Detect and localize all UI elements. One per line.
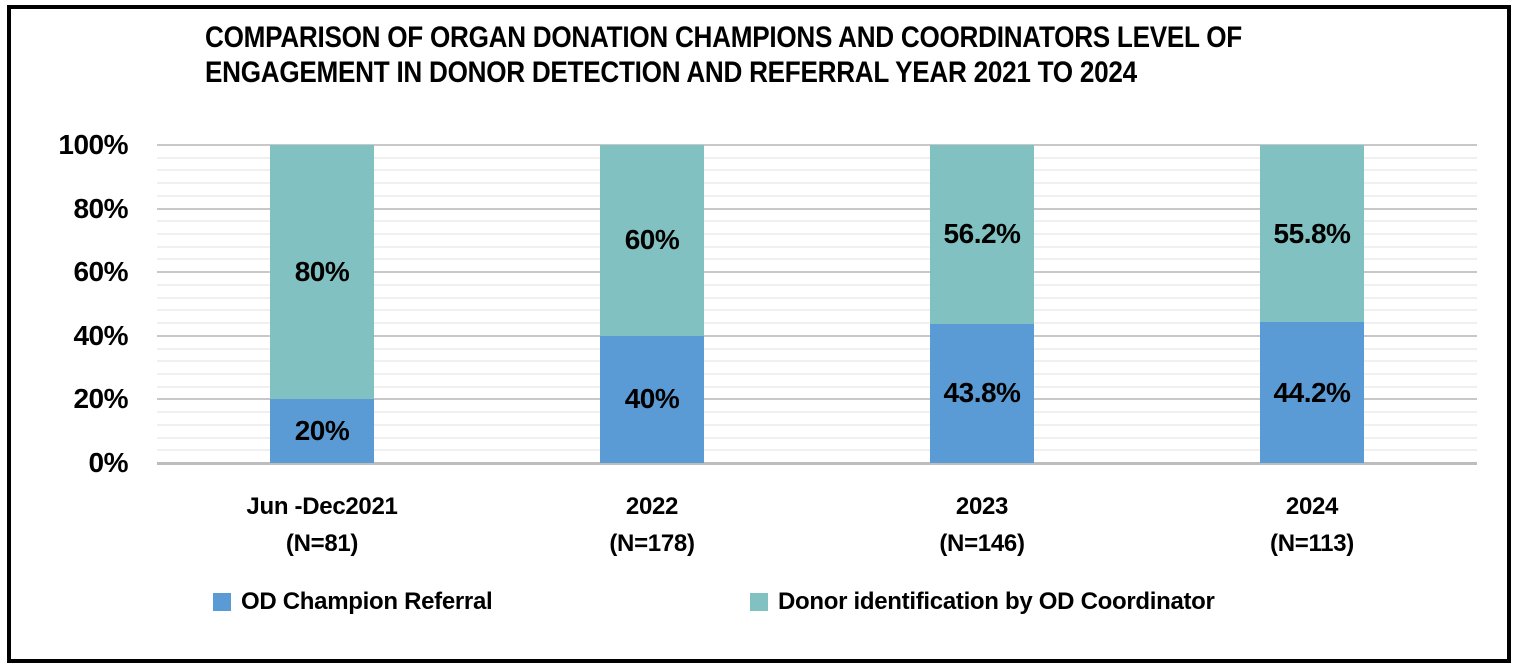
- y-axis-tick-label: 60%: [73, 256, 128, 288]
- bar-segment-donor-identification-by-od-coordinator: 80%: [270, 145, 374, 400]
- x-axis-label-n: (N=113): [1270, 530, 1354, 557]
- gridline-minor: [157, 360, 1477, 363]
- gridline-minor: [157, 372, 1477, 375]
- x-axis-label-year: Jun -Dec2021: [246, 493, 398, 520]
- x-axis-category-label: 2024 (N=113): [1147, 488, 1477, 562]
- bar-segment-od-champion-referral: 20%: [270, 399, 374, 463]
- bar-value-label: 60%: [624, 224, 680, 256]
- legend-label: OD Champion Referral: [241, 588, 493, 615]
- plot-area: 20% 80% 40% 60% 43.8% 56.2% 44.2% 55.8%: [157, 144, 1477, 465]
- gridline-minor: [157, 258, 1477, 261]
- bar-value-label: 55.8%: [1273, 217, 1351, 249]
- x-axis: Jun -Dec2021 (N=81) 2022 (N=178) 2023 (N=146)…: [157, 488, 1477, 568]
- gridline-minor: [157, 220, 1477, 223]
- y-axis-tick-label: 80%: [73, 192, 128, 224]
- gridline-major: [157, 398, 1477, 401]
- gridline-minor: [157, 245, 1477, 248]
- gridline-minor: [157, 156, 1477, 159]
- x-axis-label-n: (N=81): [285, 530, 359, 557]
- bar-segment-od-champion-referral: 44.2%: [1260, 322, 1364, 463]
- chart-title-line-2: ENGAGEMENT IN DONOR DETECTION AND REFERR…: [205, 56, 1137, 89]
- gridline-major: [157, 207, 1477, 210]
- bar-value-label: 56.2%: [943, 218, 1021, 250]
- bar-segment-od-champion-referral: 40%: [600, 335, 704, 463]
- bar-value-label: 44.2%: [1273, 376, 1351, 408]
- bar-value-label: 43.8%: [943, 377, 1021, 409]
- x-axis-label-n: (N=146): [939, 530, 1025, 557]
- chart-title: COMPARISON OF ORGAN DONATION CHAMPIONS A…: [205, 20, 1242, 90]
- gridline-minor: [157, 347, 1477, 350]
- x-axis-category-label: Jun -Dec2021 (N=81): [157, 488, 487, 562]
- gridline-minor: [157, 182, 1477, 185]
- legend-swatch-icon: [750, 593, 768, 611]
- gridline-major: [157, 334, 1477, 337]
- y-axis-tick-label: 20%: [73, 383, 128, 415]
- gridline-axis: [157, 462, 1477, 465]
- bar-value-label: 40%: [624, 383, 680, 415]
- bar-value-label: 80%: [294, 256, 350, 288]
- gridline-minor: [157, 385, 1477, 388]
- gridline-minor: [157, 411, 1477, 414]
- legend-label: Donor identification by OD Coordinator: [778, 588, 1215, 615]
- gridline-minor: [157, 169, 1477, 172]
- y-axis-tick-label: 100%: [58, 129, 128, 160]
- x-axis-label-n: (N=178): [609, 530, 695, 557]
- chart-title-line-1: COMPARISON OF ORGAN DONATION CHAMPIONS A…: [205, 21, 1242, 54]
- gridline-minor: [157, 283, 1477, 286]
- y-axis-tick-label: 0%: [88, 447, 129, 478]
- x-axis-label-year: 2022: [625, 493, 679, 520]
- gridline-minor: [157, 423, 1477, 426]
- gridline-minor: [157, 296, 1477, 299]
- legend-swatch-icon: [213, 593, 231, 611]
- bar-segment-od-champion-referral: 43.8%: [930, 323, 1034, 463]
- bar-segment-donor-identification-by-od-coordinator: 60%: [600, 145, 704, 336]
- bar-value-label: 20%: [294, 415, 350, 447]
- gridline-minor: [157, 449, 1477, 452]
- x-axis-label-year: 2023: [955, 493, 1009, 520]
- bar-segment-donor-identification-by-od-coordinator: 56.2%: [930, 145, 1034, 324]
- y-axis-tick-label: 40%: [73, 319, 128, 351]
- x-axis-category-label: 2023 (N=146): [817, 488, 1147, 562]
- bar-segment-donor-identification-by-od-coordinator: 55.8%: [1260, 145, 1364, 323]
- gridline-major: [157, 271, 1477, 274]
- gridline-minor: [157, 233, 1477, 236]
- legend: OD Champion Referral Donor identification…: [0, 588, 1516, 628]
- gridline-minor: [157, 436, 1477, 439]
- legend-item-donor-identification-by-od-coordinator: Donor identification by OD Coordinator: [750, 588, 1215, 616]
- gridline-minor: [157, 322, 1477, 325]
- legend-item-od-champion-referral: OD Champion Referral: [213, 588, 493, 616]
- gridline-minor: [157, 309, 1477, 312]
- x-axis-category-label: 2022 (N=178): [487, 488, 817, 562]
- gridline-major: [157, 144, 1477, 146]
- x-axis-label-year: 2024: [1285, 493, 1339, 520]
- gridline-minor: [157, 194, 1477, 197]
